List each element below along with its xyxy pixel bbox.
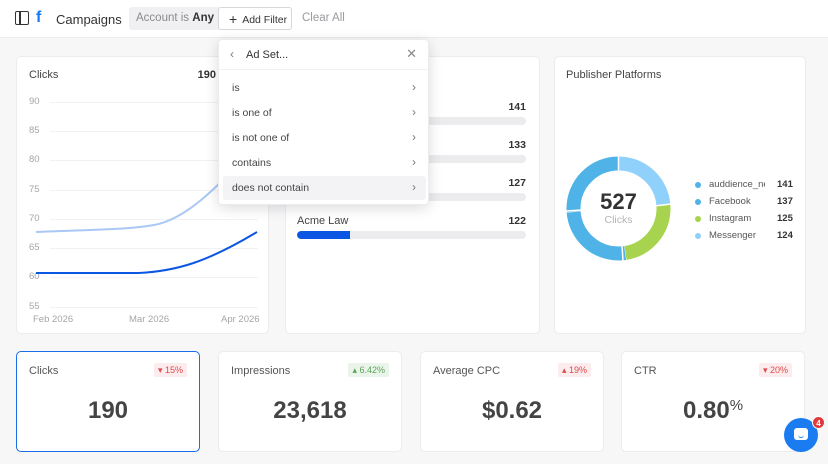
bar-track bbox=[297, 231, 526, 239]
y-tick: 80 bbox=[29, 154, 40, 165]
chevron-right-icon: › bbox=[412, 155, 416, 169]
top-bar: f Campaigns Account is Any + Add Filter C… bbox=[0, 0, 828, 38]
card-title: Clicks bbox=[29, 69, 59, 81]
y-tick: 70 bbox=[29, 213, 40, 224]
triangle-up-icon: ▴ bbox=[561, 365, 569, 375]
chevron-right-icon: › bbox=[412, 105, 416, 119]
legend-item[interactable]: auddience_network 141 bbox=[695, 178, 795, 192]
legend-item[interactable]: Messenger 124 bbox=[695, 229, 795, 243]
chat-icon bbox=[794, 428, 808, 440]
dropdown-item-is-one-of[interactable]: is one of › bbox=[232, 105, 416, 119]
legend-label: Facebook bbox=[709, 196, 751, 207]
chat-unread-badge: 4 bbox=[812, 416, 825, 429]
publisher-donut-chart[interactable] bbox=[566, 156, 671, 261]
y-tick: 65 bbox=[29, 242, 40, 253]
kpi-change-badge: ▾ 15% bbox=[153, 363, 187, 377]
dropdown-item-is-not-one-of[interactable]: is not one of › bbox=[232, 130, 416, 144]
legend-value: 125 bbox=[777, 213, 793, 224]
legend-label: Instagram bbox=[709, 213, 752, 224]
legend-label: auddience_network bbox=[709, 179, 765, 190]
kpi-card-average-cpc[interactable]: Average CPC ▴ 19% $0.62 bbox=[420, 351, 604, 452]
triangle-up-icon: ▴ bbox=[352, 365, 360, 375]
clicks-total: 190 bbox=[197, 69, 216, 81]
kpi-title: Clicks bbox=[29, 365, 59, 377]
kpi-card-ctr[interactable]: CTR ▾ 20% 0.80% bbox=[621, 351, 805, 452]
triangle-down-icon: ▾ bbox=[762, 365, 770, 375]
legend-value: 141 bbox=[777, 179, 793, 190]
triangle-down-icon: ▾ bbox=[157, 365, 165, 375]
legend-item[interactable]: Instagram 125 bbox=[695, 212, 795, 226]
bar-value: 122 bbox=[508, 215, 526, 227]
kpi-title: Impressions bbox=[231, 365, 291, 377]
bar-value: 133 bbox=[508, 139, 526, 151]
close-icon[interactable]: ✕ bbox=[406, 46, 417, 61]
legend-dot-icon bbox=[695, 182, 701, 188]
chevron-right-icon: › bbox=[412, 180, 416, 194]
bar-label: Acme Law bbox=[297, 215, 349, 227]
card-title: Publisher Platforms bbox=[566, 69, 662, 81]
add-filter-button[interactable]: + Add Filter bbox=[218, 7, 292, 30]
publisher-platforms-card: Publisher Platforms 527 Clicks auddience… bbox=[554, 56, 806, 334]
donut-total-label: Clicks bbox=[604, 214, 633, 226]
kpi-card-impressions[interactable]: Impressions ▴ 6.42% 23,618 bbox=[218, 351, 402, 452]
x-tick: Feb 2026 bbox=[33, 314, 74, 325]
add-filter-label: Add Filter bbox=[242, 14, 288, 26]
bar-value: 127 bbox=[508, 177, 526, 189]
x-tick: Apr 2026 bbox=[221, 314, 260, 325]
legend-item[interactable]: Facebook 137 bbox=[695, 195, 795, 209]
account-filter-chip[interactable]: Account is Any bbox=[129, 7, 221, 30]
kpi-change-badge: ▴ 6.42% bbox=[348, 363, 389, 377]
y-tick: 75 bbox=[29, 184, 40, 195]
y-tick: 90 bbox=[29, 96, 40, 107]
chevron-right-icon: › bbox=[412, 80, 416, 94]
dropdown-item-is[interactable]: is › bbox=[232, 80, 416, 94]
kpi-title: CTR bbox=[634, 365, 657, 377]
facebook-icon: f bbox=[36, 9, 42, 26]
legend-dot-icon bbox=[695, 233, 701, 239]
kpi-value: 0.80% bbox=[682, 397, 744, 424]
dropdown-item-does-not-contain[interactable]: does not contain › bbox=[223, 176, 426, 200]
x-tick: Mar 2026 bbox=[129, 314, 170, 325]
y-tick: 85 bbox=[29, 125, 40, 136]
bar-value: 141 bbox=[508, 101, 526, 113]
y-tick: 55 bbox=[29, 301, 40, 312]
legend-label: Messenger bbox=[709, 230, 756, 241]
dropdown-item-contains[interactable]: contains › bbox=[232, 155, 416, 169]
filter-operator-dropdown: ‹ Ad Set... ✕ is › is one of › is not on… bbox=[218, 39, 429, 205]
filter-chip-value: Any bbox=[192, 12, 214, 24]
donut-total: 527 bbox=[600, 189, 637, 214]
legend-dot-icon bbox=[695, 199, 701, 205]
chat-support-button[interactable] bbox=[784, 418, 818, 452]
kpi-title: Average CPC bbox=[433, 365, 501, 377]
dropdown-header: ‹ Ad Set... ✕ bbox=[219, 40, 428, 70]
kpi-change-badge: ▴ 19% bbox=[557, 363, 591, 377]
legend-dot-icon bbox=[695, 216, 701, 222]
page-title: Campaigns bbox=[56, 12, 122, 27]
donut-center: 527 Clicks bbox=[567, 155, 670, 258]
kpi-value: $0.62 bbox=[481, 397, 543, 424]
y-tick: 60 bbox=[29, 271, 40, 282]
dropdown-title: Ad Set... bbox=[246, 49, 289, 61]
clear-all-link[interactable]: Clear All bbox=[302, 12, 345, 24]
kpi-value: 190 bbox=[87, 397, 129, 424]
plus-icon: + bbox=[229, 11, 238, 27]
legend-value: 137 bbox=[777, 196, 793, 207]
sidebar-toggle-icon[interactable] bbox=[15, 11, 29, 25]
filter-chip-prefix: Account is bbox=[136, 12, 190, 24]
kpi-card-clicks[interactable]: Clicks ▾ 15% 190 bbox=[16, 351, 200, 452]
kpi-change-badge: ▾ 20% bbox=[758, 363, 792, 377]
legend-value: 124 bbox=[777, 230, 793, 241]
kpi-value: 23,618 bbox=[273, 397, 347, 424]
chevron-left-icon[interactable]: ‹ bbox=[230, 47, 234, 61]
chevron-right-icon: › bbox=[412, 130, 416, 144]
